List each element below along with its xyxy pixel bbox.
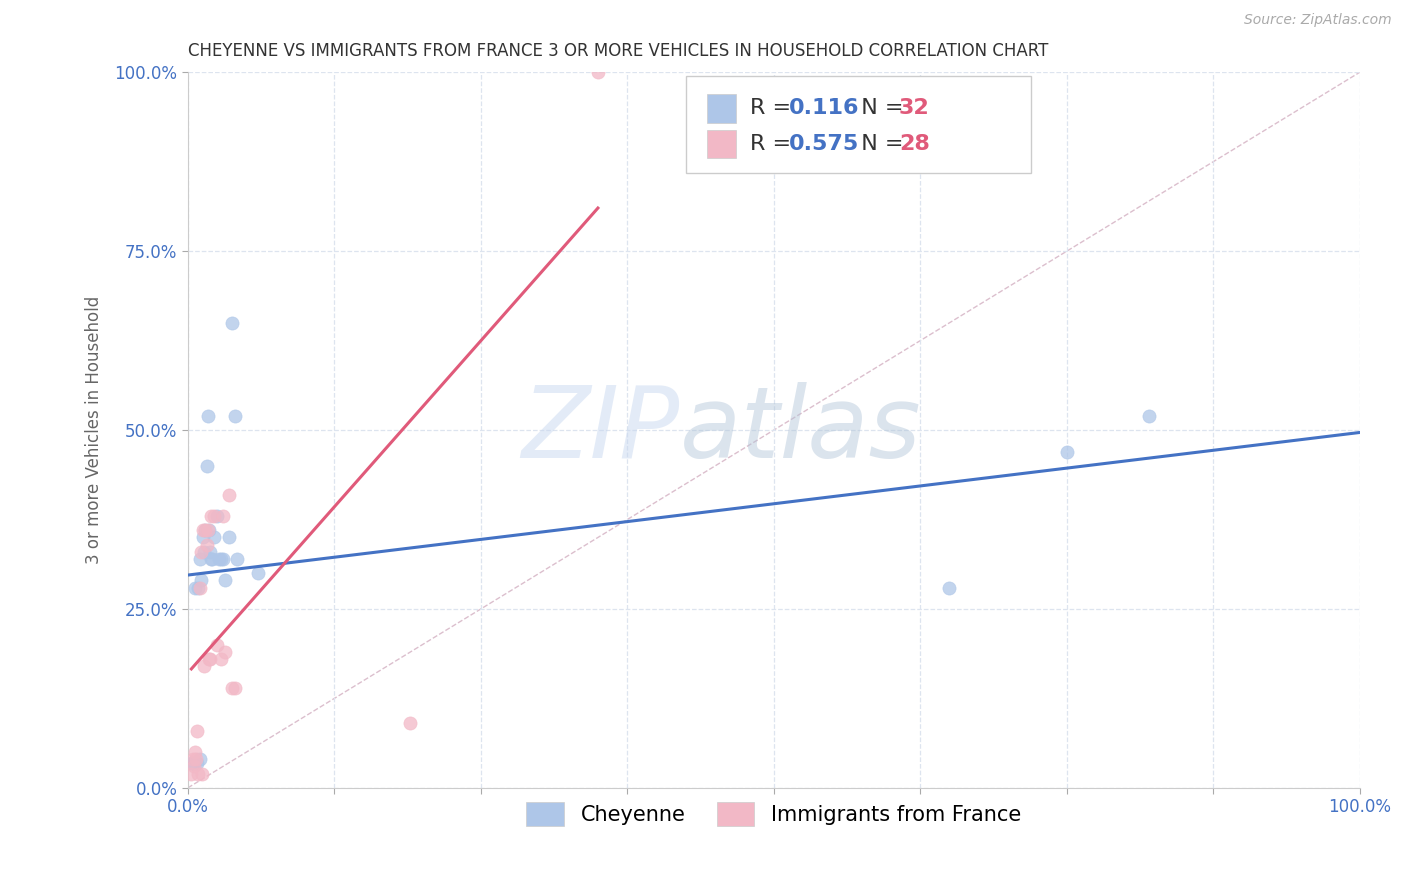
Point (193, 659, 215, 673)
Point (209, 552, 232, 566)
Point (188, 752, 211, 766)
Text: 0.116: 0.116 (789, 98, 859, 119)
Point (186, 723, 208, 738)
Point (180, 766, 202, 780)
Point (184, 752, 207, 766)
Point (218, 487, 240, 501)
Point (186, 756, 208, 770)
Point (938, 581, 960, 595)
Text: N =: N = (848, 98, 911, 119)
Point (191, 766, 214, 780)
Point (180, 756, 202, 770)
Point (224, 681, 246, 695)
Legend: Cheyenne, Immigrants from France: Cheyenne, Immigrants from France (517, 794, 1029, 835)
Point (198, 652, 221, 666)
Point (214, 645, 236, 659)
Point (187, 581, 209, 595)
Point (214, 574, 236, 588)
Point (586, 65, 609, 79)
Point (193, 545, 215, 559)
Point (183, 759, 205, 773)
Text: 0.575: 0.575 (789, 134, 859, 154)
Point (190, 545, 212, 559)
Point (198, 524, 221, 538)
Point (181, 756, 204, 770)
Point (188, 581, 211, 595)
Point (198, 545, 221, 559)
Point (190, 574, 212, 588)
Point (195, 458, 218, 473)
Point (202, 508, 225, 523)
Point (247, 566, 270, 581)
Point (184, 745, 207, 759)
Point (191, 531, 214, 545)
Point (212, 508, 235, 523)
Point (209, 652, 232, 666)
Point (200, 508, 222, 523)
Point (194, 524, 217, 538)
Text: 28: 28 (898, 134, 929, 154)
Text: ZIP: ZIP (522, 382, 681, 479)
Point (399, 716, 422, 731)
Point (201, 552, 224, 566)
Point (188, 552, 211, 566)
Text: N =: N = (848, 134, 911, 154)
Point (221, 316, 243, 330)
Text: R =: R = (751, 98, 799, 119)
Point (221, 681, 243, 695)
Point (191, 524, 214, 538)
Point (1137, 409, 1160, 423)
Point (181, 752, 204, 766)
Point (205, 638, 228, 652)
Point (197, 524, 219, 538)
Point (197, 409, 219, 423)
Point (1056, 444, 1078, 458)
Point (184, 581, 207, 595)
Point (205, 508, 228, 523)
Point (208, 552, 231, 566)
Point (194, 524, 217, 538)
Point (187, 766, 209, 780)
FancyBboxPatch shape (686, 76, 1032, 172)
Point (195, 538, 218, 552)
FancyBboxPatch shape (707, 129, 737, 158)
Y-axis label: 3 or more Vehicles in Household: 3 or more Vehicles in Household (86, 296, 103, 565)
Text: CHEYENNE VS IMMIGRANTS FROM FRANCE 3 OR MORE VEHICLES IN HOUSEHOLD CORRELATION C: CHEYENNE VS IMMIGRANTS FROM FRANCE 3 OR … (188, 42, 1049, 60)
Point (198, 652, 221, 666)
Text: 32: 32 (898, 98, 929, 119)
Point (212, 552, 235, 566)
Text: Source: ZipAtlas.com: Source: ZipAtlas.com (1244, 13, 1392, 28)
FancyBboxPatch shape (707, 94, 737, 122)
Point (200, 552, 222, 566)
Text: R =: R = (751, 134, 799, 154)
Point (218, 531, 240, 545)
Point (224, 409, 246, 423)
Text: atlas: atlas (681, 382, 921, 479)
Point (202, 531, 225, 545)
Point (183, 756, 205, 770)
Point (226, 552, 249, 566)
